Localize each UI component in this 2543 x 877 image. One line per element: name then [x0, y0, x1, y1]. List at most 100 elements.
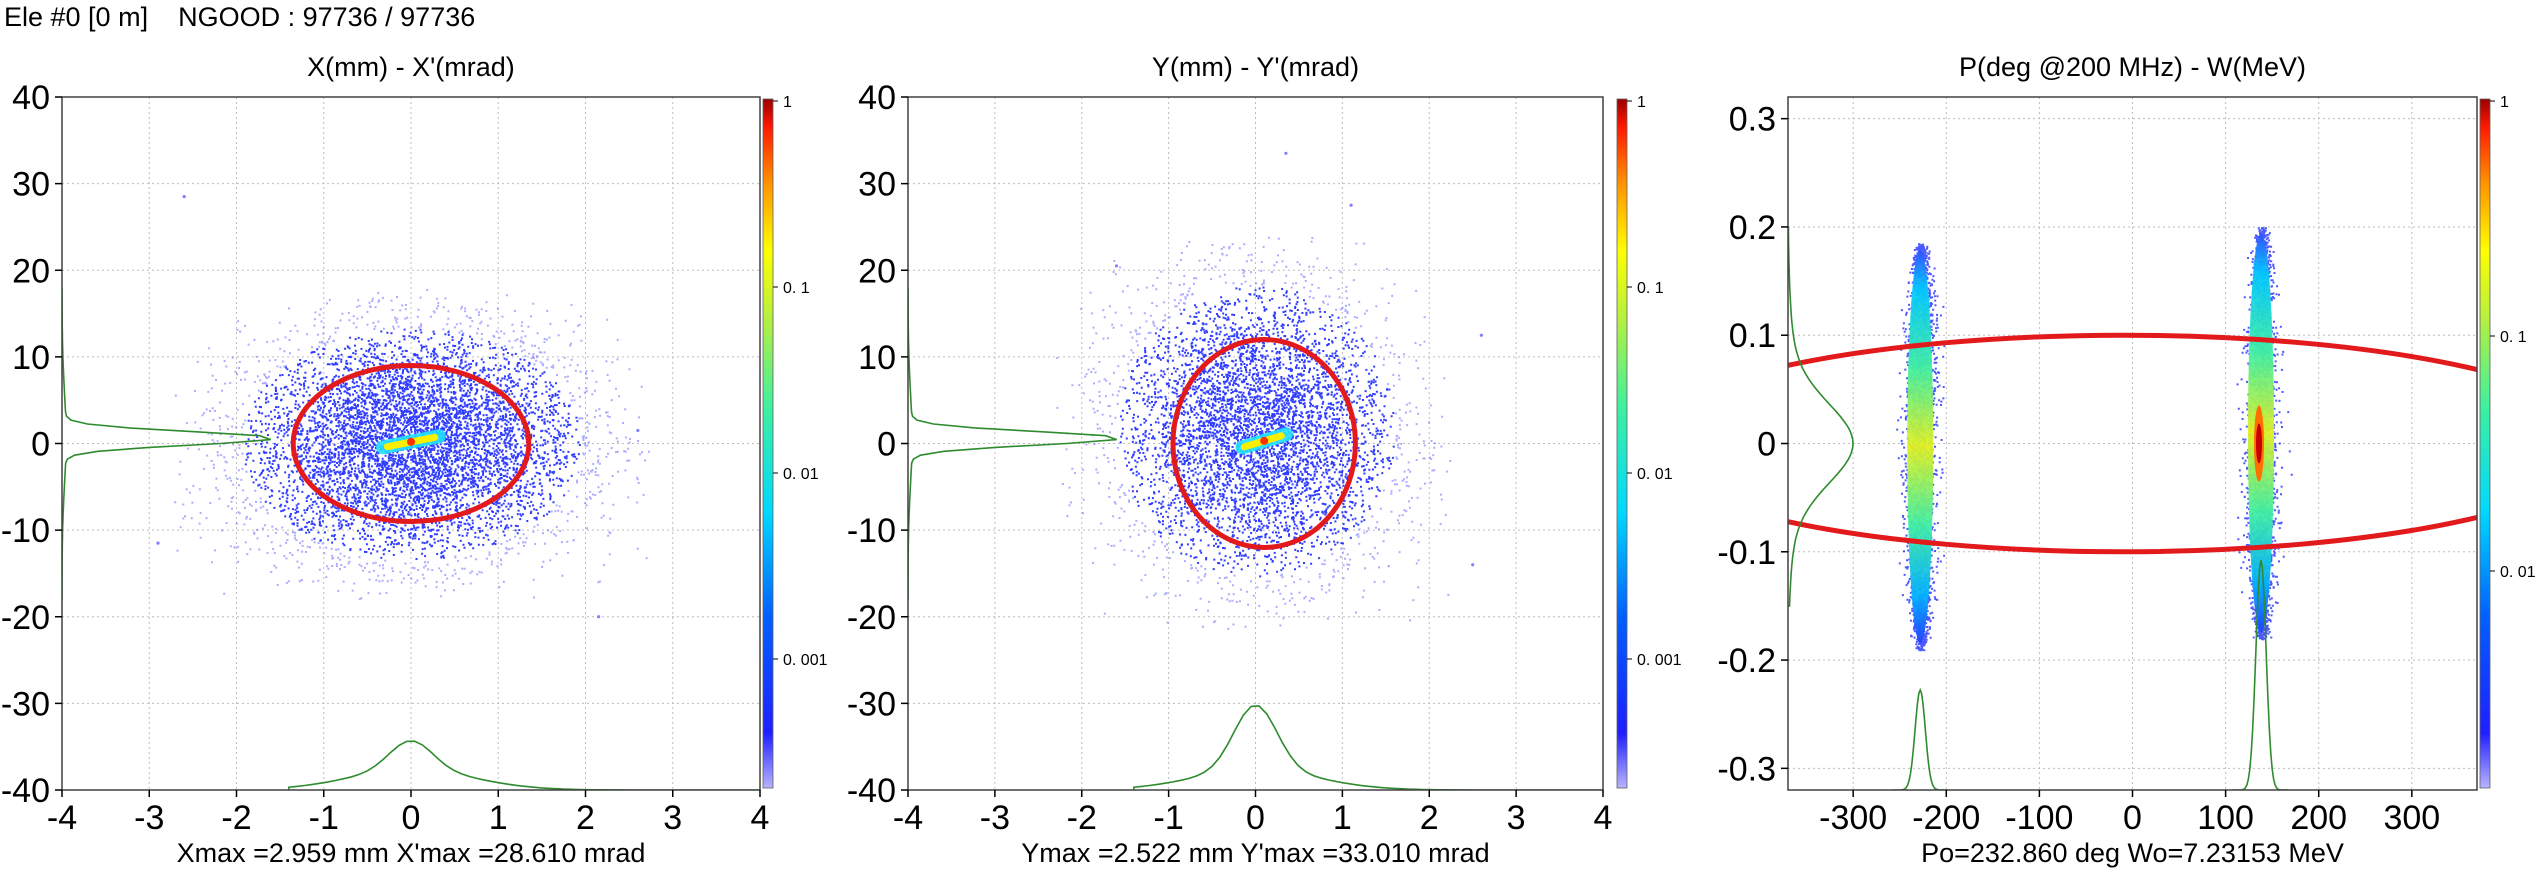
y-tick-label: 30	[12, 166, 50, 204]
y-tick-label: 0.2	[1729, 209, 1776, 247]
colorbar-tick-label: 0. 01	[783, 466, 819, 483]
colorbar-tick-label: 1	[783, 94, 792, 111]
x-tick-label: -300	[1819, 799, 1887, 837]
y-tick-label: 10	[12, 339, 50, 377]
x-tick-label: 200	[2290, 799, 2347, 837]
y-tick-label: -40	[847, 772, 896, 810]
bunch-1	[1896, 243, 1946, 652]
x-tick-label: -200	[1912, 799, 1980, 837]
colorbar-tick-label: 0. 1	[2500, 329, 2527, 346]
x-tick-label: 1	[489, 799, 508, 837]
x-tick-label: 2	[1420, 799, 1439, 837]
bunch-peak	[2255, 423, 2262, 464]
plot-title: P(deg @200 MHz) - W(MeV)	[1959, 52, 2306, 82]
x-profile-curve	[1133, 705, 1603, 790]
x-tick-label: 0	[1246, 799, 1265, 837]
colorbar-tick-label: 0. 01	[2500, 564, 2536, 581]
colorbar	[1616, 98, 1628, 789]
y-tick-label: 0.1	[1729, 317, 1776, 355]
x-tick-label: -100	[2005, 799, 2073, 837]
y-tick-label: 10	[858, 339, 896, 377]
particle-cloud	[1056, 151, 1483, 630]
plot-footer: Ymax =2.522 mm Y'max =33.010 mrad	[1021, 838, 1489, 868]
plot-panel-1: X(mm) - X'(mrad)-4 -3 -2 -1 0 1 2 3 4-40-30-20-1…	[1, 52, 828, 868]
colorbar-tick-label: 0. 01	[1637, 466, 1673, 483]
stray-point	[1114, 264, 1119, 268]
y-tick-label: 20	[12, 252, 50, 290]
x-tick-label: 2	[576, 799, 595, 837]
emittance-ellipse	[290, 363, 532, 524]
x-tick-label: 0	[2123, 799, 2142, 837]
plot-area	[1788, 226, 2477, 790]
colorbar-tick-label: 1	[1637, 94, 1646, 111]
x-tick-label: 100	[2197, 799, 2254, 837]
y-tick-label: -0.3	[1717, 750, 1776, 788]
colorbar-tick-label: 0. 001	[783, 652, 828, 669]
y-tick-label: -10	[847, 512, 896, 550]
y-tick-label: 0	[877, 426, 896, 464]
colorbar-tick-label: 0. 1	[783, 280, 810, 297]
y-tick-label: 0.3	[1729, 101, 1776, 139]
x-tick-label: 3	[663, 799, 682, 837]
y-tick-label: -30	[847, 685, 896, 723]
stray-point	[156, 541, 160, 545]
y-tick-label: -20	[847, 599, 896, 637]
plot-area	[62, 195, 760, 790]
y-tick-label: -30	[1, 685, 50, 723]
plot-panel-2: Y(mm) - Y'(mrad)-4 -3 -2 -1 0 1 2 3 4-40-30-20-1…	[847, 52, 1682, 868]
plot-panel-3: P(deg @200 MHz) - W(MeV)-300 -200 -100 0 100…	[1717, 52, 2536, 868]
header-bar: Ele #0 [0 m] NGOOD : 97736 / 97736	[4, 2, 505, 33]
x-tick-label: 4	[1594, 799, 1613, 837]
colorbar	[762, 98, 774, 789]
y-tick-label: -0.1	[1717, 534, 1776, 572]
plot-footer: Xmax =2.959 mm X'max =28.610 mrad	[177, 838, 646, 868]
beam-core-peak	[407, 437, 415, 446]
y-tick-label: 40	[858, 79, 896, 117]
y-tick-label: 20	[858, 252, 896, 290]
x-profile-curve	[288, 740, 760, 790]
ngood-label: NGOOD : 97736 / 97736	[178, 2, 476, 32]
plot-title: X(mm) - X'(mrad)	[307, 52, 515, 82]
y-tick-label: 0	[1757, 426, 1776, 464]
colorbar-tick-label: 1	[2500, 94, 2509, 111]
y-tick-label: 30	[858, 166, 896, 204]
stray-point	[596, 615, 601, 619]
colorbar	[2479, 98, 2491, 789]
plot-footer: Po=232.860 deg Wo=7.23153 MeV	[1921, 838, 2344, 868]
stray-point	[1471, 563, 1475, 567]
x-tick-label: 300	[2383, 799, 2440, 837]
y-tick-label: -20	[1, 599, 50, 637]
x-tick-label: 4	[751, 799, 770, 837]
y-tick-label: 0	[31, 426, 50, 464]
stray-point	[1284, 151, 1288, 155]
energy-profile-curve	[1788, 226, 1854, 607]
particle-cloud	[156, 195, 650, 619]
stray-point	[1479, 333, 1483, 337]
x-tick-label: -1	[1154, 799, 1184, 837]
phase-profile-curve	[1892, 687, 1949, 790]
cloud-halo	[1056, 236, 1452, 630]
emittance-ellipse	[1170, 337, 1358, 550]
x-tick-label: -4	[47, 799, 77, 837]
x-tick-label: 0	[402, 799, 421, 837]
y-tick-label: -10	[1, 512, 50, 550]
x-tick-label: -3	[980, 799, 1010, 837]
stray-point	[636, 428, 640, 433]
x-tick-label: -2	[221, 799, 251, 837]
x-tick-label: -1	[309, 799, 339, 837]
stray-point	[1349, 203, 1353, 207]
stray-point	[182, 195, 186, 199]
plot-area	[908, 151, 1603, 790]
colorbar-tick-label: 0. 1	[1637, 280, 1664, 297]
bunch-2	[2236, 227, 2293, 641]
y-tick-label: -40	[1, 772, 50, 810]
x-tick-label: -4	[893, 799, 923, 837]
plot-title: Y(mm) - Y'(mrad)	[1152, 52, 1359, 82]
cloud-body	[1119, 286, 1395, 578]
beam-core-peak	[1260, 436, 1269, 445]
element-label: Ele #0 [0 m]	[4, 2, 149, 32]
x-tick-label: -3	[134, 799, 164, 837]
bunch-density	[1907, 249, 1934, 644]
x-tick-label: 1	[1333, 799, 1352, 837]
